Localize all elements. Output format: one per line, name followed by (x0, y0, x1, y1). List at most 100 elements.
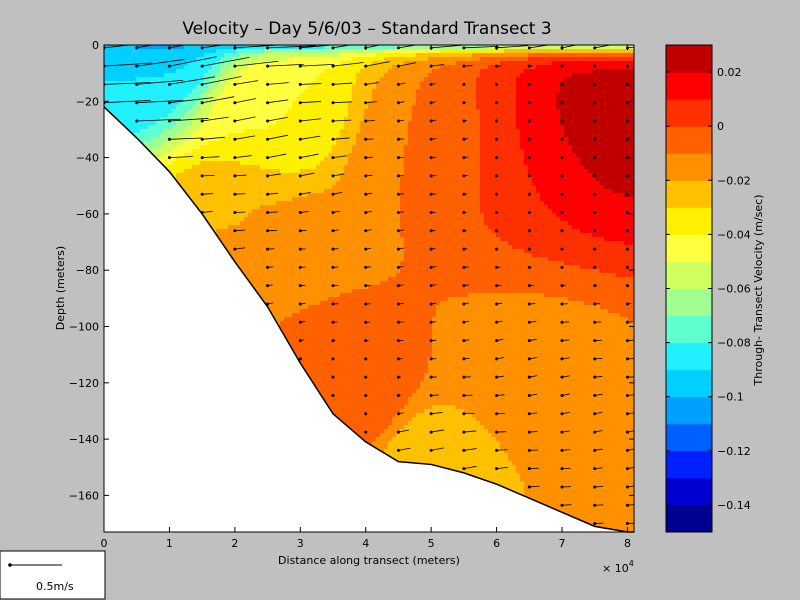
contour-cell (204, 185, 209, 190)
contour-cell (616, 93, 621, 98)
contour-cell (372, 161, 377, 166)
contour-cell (516, 153, 521, 158)
contour-cell (284, 157, 289, 162)
contour-cell (388, 193, 393, 198)
contour-cell (368, 125, 373, 130)
contour-cell (188, 145, 193, 150)
contour-cell (272, 117, 277, 122)
contour-cell (432, 57, 437, 62)
contour-cell (392, 153, 397, 158)
contour-cell (396, 77, 401, 82)
contour-cell (624, 73, 629, 78)
contour-cell (576, 73, 581, 78)
contour-cell (428, 77, 433, 82)
contour-cell (248, 89, 253, 94)
contour-cell (504, 105, 509, 110)
contour-cell (372, 113, 377, 118)
contour-cell (104, 93, 109, 98)
contour-cell (324, 165, 329, 170)
contour-cell (592, 141, 597, 146)
contour-cell (292, 77, 297, 82)
contour-cell (280, 109, 285, 114)
contour-cell (544, 101, 549, 106)
contour-cell (236, 125, 241, 130)
contour-cell (124, 57, 129, 62)
contour-cell (228, 133, 233, 138)
contour-cell (312, 133, 317, 138)
contour-cell (428, 93, 433, 98)
contour-cell (240, 53, 245, 58)
contour-cell (460, 105, 465, 110)
contour-cell (212, 145, 217, 150)
contour-cell (144, 53, 149, 58)
contour-cell (208, 185, 213, 190)
contour-cell (448, 53, 453, 58)
contour-cell (400, 109, 405, 114)
contour-cell (436, 57, 441, 62)
contour-cell (384, 93, 389, 98)
contour-cell (288, 161, 293, 166)
contour-cell (552, 97, 557, 102)
contour-cell (348, 145, 353, 150)
contour-cell (632, 121, 634, 126)
contour-cell (380, 189, 385, 194)
contour-cell (176, 149, 181, 154)
contour-cell (244, 73, 249, 78)
contour-cell (328, 109, 333, 114)
contour-cell (308, 185, 313, 190)
contour-cell (140, 53, 145, 58)
contour-cell (164, 161, 169, 166)
contour-cell (508, 73, 513, 78)
contour-cell (356, 137, 361, 142)
contour-cell (388, 89, 393, 94)
contour-cell (572, 77, 577, 82)
contour-cell (304, 161, 309, 166)
contour-cell (596, 145, 601, 150)
contour-cell (524, 161, 529, 166)
contour-cell (584, 89, 589, 94)
contour-cell (304, 85, 309, 90)
contour-cell (116, 45, 121, 50)
contour-cell (208, 189, 213, 194)
contour-cell (116, 105, 121, 110)
contour-cell (584, 53, 589, 58)
contour-cell (520, 169, 525, 174)
contour-cell (464, 161, 469, 166)
contour-cell (164, 113, 169, 118)
contour-cell (484, 89, 489, 94)
contour-cell (240, 141, 245, 146)
contour-cell (412, 101, 417, 106)
contour-cell (160, 149, 165, 154)
contour-cell (352, 105, 357, 110)
contour-cell (404, 117, 409, 122)
contour-cell (248, 185, 253, 190)
contour-cell (624, 185, 629, 190)
contour-cell (276, 129, 281, 134)
contour-cell (104, 85, 109, 90)
contour-cell (584, 85, 589, 90)
contour-cell (496, 73, 501, 78)
contour-cell (568, 181, 573, 186)
contour-cell (392, 165, 397, 170)
contour-cell (596, 77, 601, 82)
contour-cell (552, 137, 557, 142)
contour-cell (204, 125, 209, 130)
contour-cell (208, 117, 213, 122)
contour-cell (360, 141, 365, 146)
contour-cell (604, 97, 609, 102)
contour-cell (252, 129, 257, 134)
contour-cell (284, 137, 289, 142)
contour-cell (508, 169, 513, 174)
contour-cell (492, 121, 497, 126)
contour-cell (464, 65, 469, 70)
contour-cell (212, 133, 217, 138)
contour-cell (456, 153, 461, 158)
contour-cell (336, 109, 341, 114)
contour-cell (204, 93, 209, 98)
contour-cell (464, 81, 469, 86)
contour-cell (404, 105, 409, 110)
contour-cell (556, 93, 561, 98)
contour-cell (588, 177, 593, 182)
contour-cell (448, 109, 453, 114)
contour-cell (388, 121, 393, 126)
